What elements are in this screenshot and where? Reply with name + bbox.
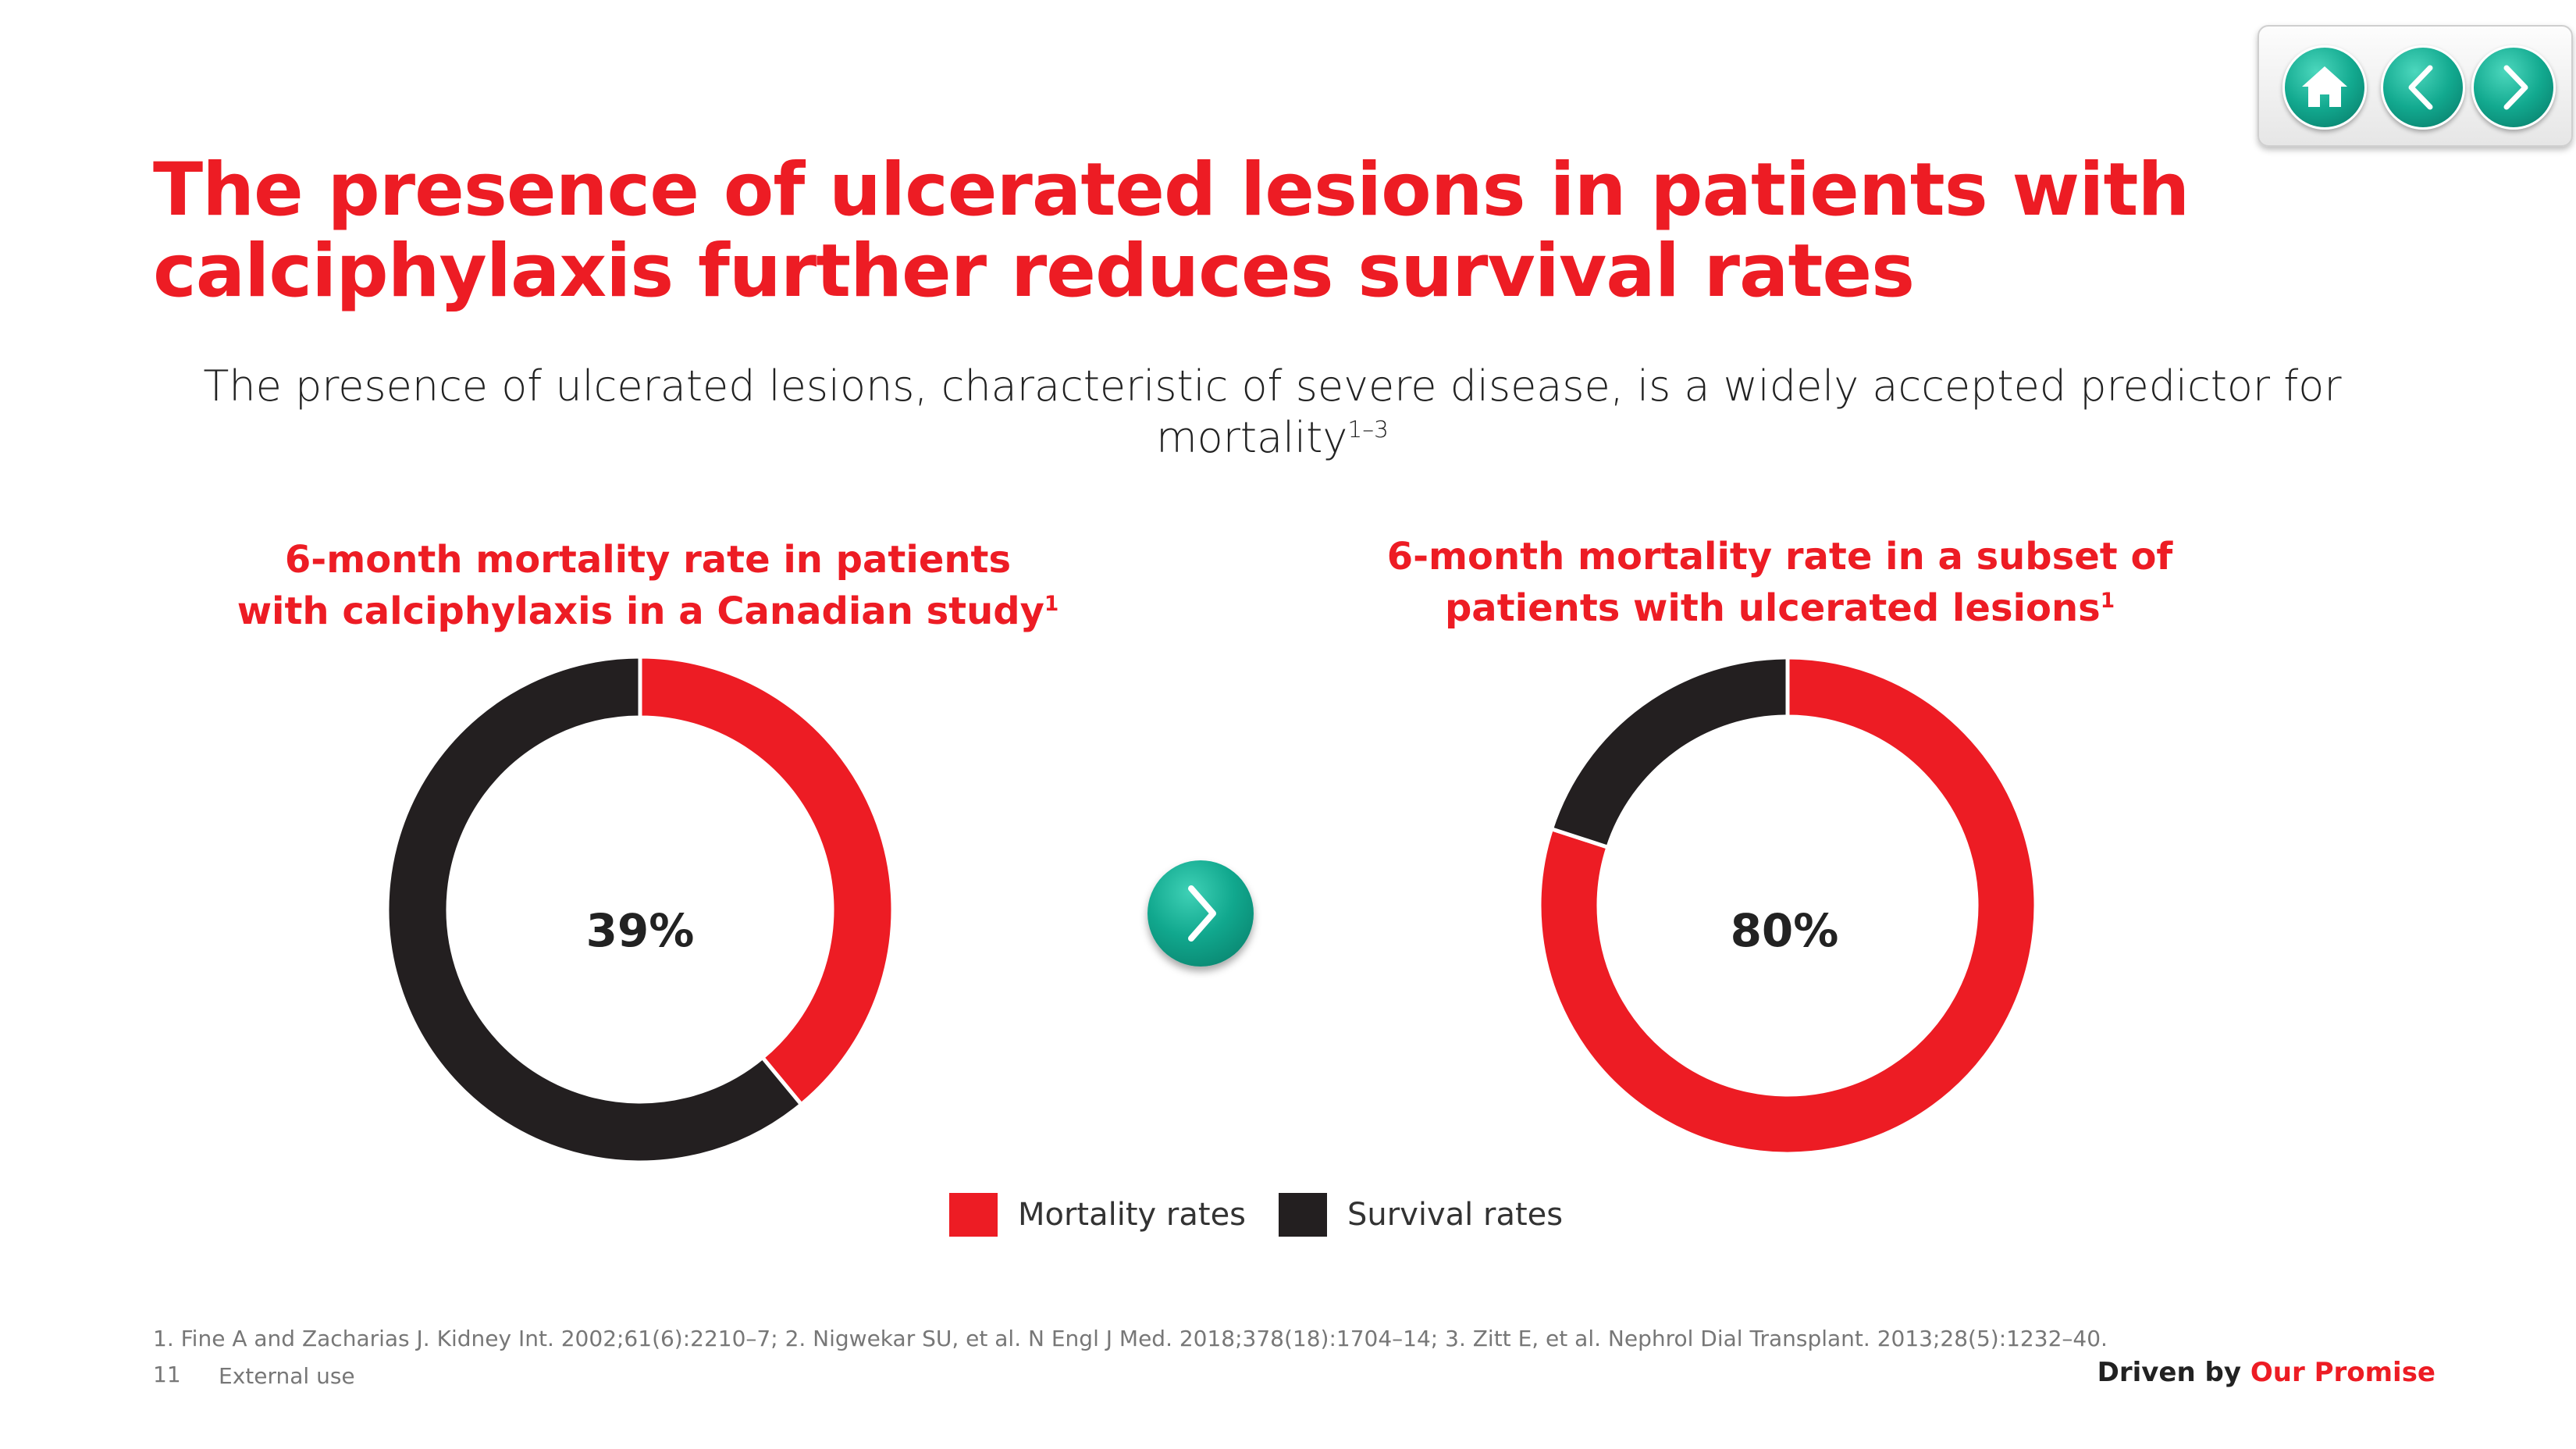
- legend-label-mortality: Mortality rates: [1018, 1197, 1247, 1233]
- home-icon: [2302, 66, 2347, 107]
- chevron-right-icon: [1188, 885, 1216, 942]
- donut-segment-survival: [1549, 656, 1790, 850]
- donut-chart-ulcerated-lesions: [1537, 656, 2038, 1156]
- page-title: The presence of ulcerated lesions in pat…: [153, 148, 2190, 314]
- chart-title-ulcerated-lesions: 6-month mortality rate in a subset of pa…: [1366, 531, 2194, 634]
- donut-chart-canadian-study: [385, 656, 895, 1165]
- page-number: 11: [153, 1362, 181, 1387]
- subtitle-text: The presence of ulcerated lesions, chara…: [203, 361, 2342, 462]
- center-label-canadian-study: 39%: [585, 904, 695, 957]
- chart-title-reference: 1: [1044, 592, 1059, 616]
- legend-label-survival: Survival rates: [1347, 1197, 1564, 1233]
- tagline-prefix: Driven by: [2097, 1357, 2250, 1388]
- legend-swatch-survival: [1279, 1193, 1328, 1237]
- classification-label: External use: [219, 1363, 355, 1389]
- donut-segment-survival: [385, 656, 805, 1165]
- chart-legend: Mortality rates Survival rates: [949, 1193, 1596, 1237]
- chart-title-canadian-study: 6-month mortality rate in patients with …: [234, 534, 1062, 637]
- home-button[interactable]: [2282, 45, 2367, 130]
- center-label-ulcerated-lesions: 80%: [1730, 904, 1839, 957]
- donut-segment-mortality: [1537, 656, 2038, 1156]
- chart-title-reference: 1: [2100, 589, 2115, 613]
- tagline: Driven by Our Promise: [2097, 1357, 2435, 1388]
- legend-item-mortality: Mortality rates: [949, 1193, 1246, 1237]
- legend-swatch-mortality: [949, 1193, 998, 1237]
- chevron-left-icon: [2408, 65, 2433, 110]
- next-arrow-button[interactable]: [1147, 860, 1254, 967]
- donut-segment-mortality: [638, 656, 895, 1108]
- legend-item-survival: Survival rates: [1279, 1193, 1563, 1237]
- navigation-bar: [2258, 25, 2573, 147]
- forward-button[interactable]: [2471, 45, 2556, 130]
- chevron-right-icon: [2503, 65, 2528, 110]
- references: 1. Fine A and Zacharias J. Kidney Int. 2…: [153, 1326, 2108, 1351]
- subtitle-reference: 1–3: [1347, 416, 1389, 443]
- chart-title-text: 6-month mortality rate in a subset of pa…: [1386, 535, 2173, 630]
- tagline-accent: Our Promise: [2250, 1357, 2435, 1388]
- page-subtitle: The presence of ulcerated lesions, chara…: [195, 361, 2350, 464]
- back-button[interactable]: [2381, 45, 2465, 130]
- chart-title-text: 6-month mortality rate in patients with …: [237, 538, 1044, 633]
